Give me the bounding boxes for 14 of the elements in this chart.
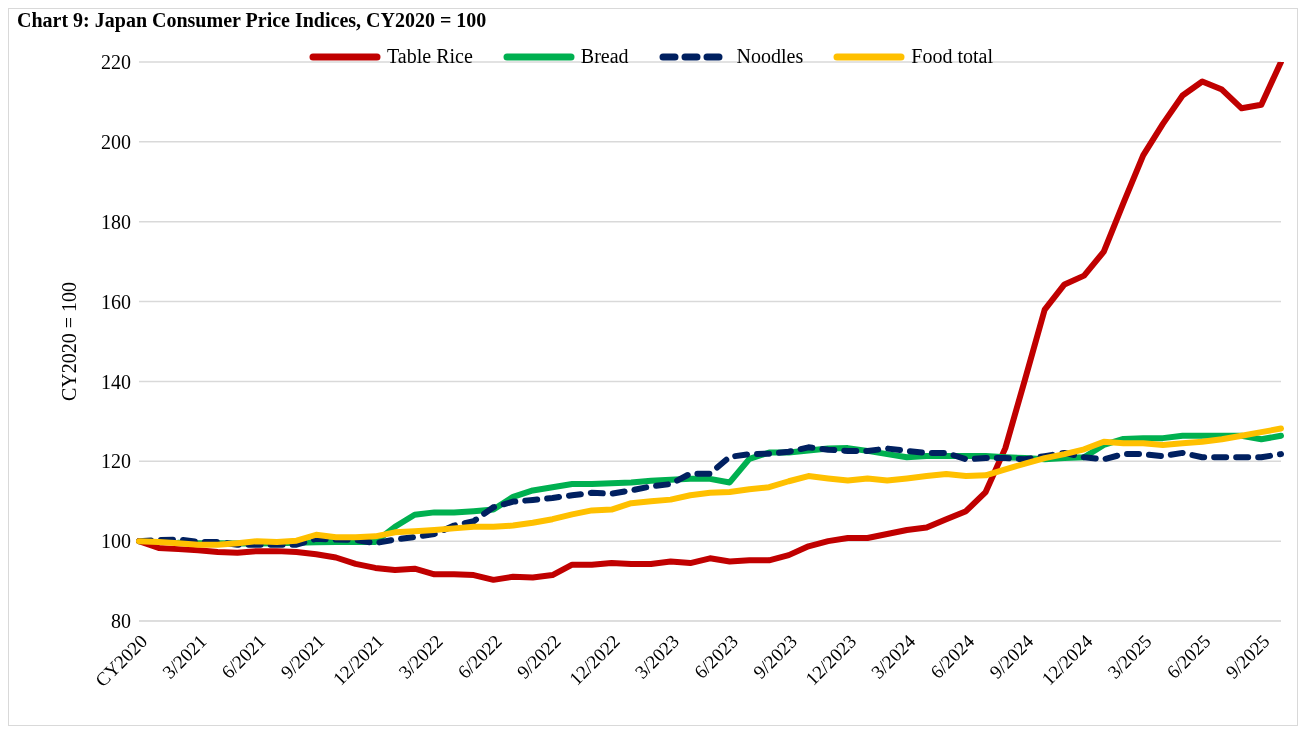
legend-label: Bread [580, 45, 629, 68]
y-tick-label: 200 [101, 130, 131, 153]
legend-label: Food total [911, 45, 993, 68]
y-tick-label: 100 [101, 530, 131, 553]
y-tick-label: 80 [111, 610, 131, 633]
chart-title: Chart 9: Japan Consumer Price Indices, CY2020 = 100 [17, 9, 487, 32]
y-tick-label: 140 [101, 370, 131, 393]
y-axis-title: CY2020 = 100 [58, 281, 81, 402]
legend-label: Table Rice [387, 45, 473, 68]
y-tick-label: 180 [101, 210, 131, 233]
y-tick-label: 160 [101, 290, 131, 313]
y-tick-label: 120 [101, 450, 131, 473]
legend-label: Noodles [736, 45, 804, 68]
y-tick-label: 220 [101, 51, 131, 74]
